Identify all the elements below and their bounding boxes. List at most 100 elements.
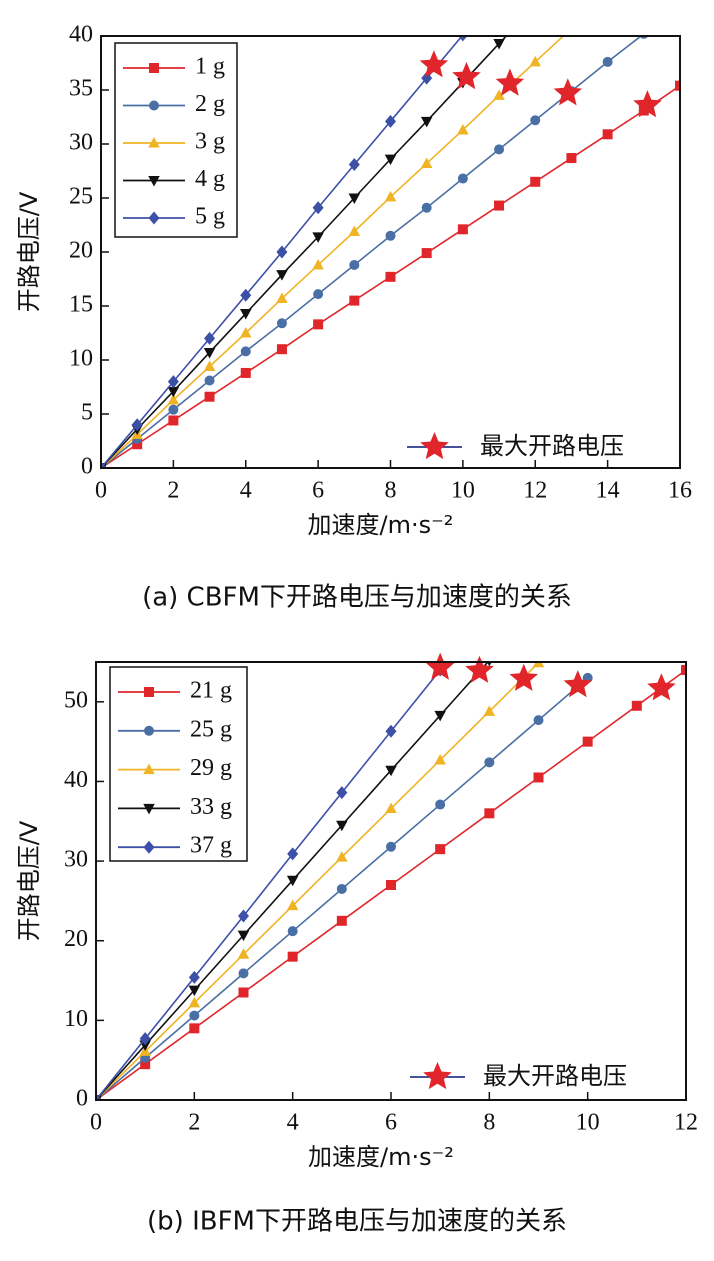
marker	[336, 851, 348, 862]
legend-label: 29 g	[190, 755, 232, 781]
marker	[566, 153, 577, 164]
marker	[420, 157, 433, 168]
legend-marker	[148, 137, 160, 148]
marker	[633, 90, 662, 118]
x-tick-label: 10	[451, 478, 475, 504]
x-tick-label: 16	[668, 478, 692, 504]
marker	[681, 664, 686, 675]
x-tick-label: 12	[674, 1110, 698, 1136]
marker	[452, 62, 481, 90]
marker	[385, 271, 396, 282]
x-tick-label: 12	[523, 478, 547, 504]
marker	[238, 968, 249, 979]
marker	[139, 1032, 151, 1046]
y-axis-label: 开路电压/V	[15, 191, 43, 312]
marker	[287, 926, 298, 937]
legend-marker	[143, 840, 155, 854]
legend-marker	[423, 1062, 452, 1090]
legend-label: 37 g	[190, 833, 232, 859]
y-tick-label: 5	[81, 400, 93, 426]
marker	[647, 673, 676, 701]
y-tick-label: 15	[69, 292, 93, 318]
marker	[602, 56, 613, 67]
y-tick-label: 30	[64, 847, 88, 873]
marker	[203, 347, 216, 359]
marker	[421, 71, 433, 85]
legend-label: 1 g	[195, 54, 225, 80]
marker	[385, 114, 396, 128]
marker	[96, 1093, 102, 1100]
marker	[336, 820, 348, 832]
marker	[240, 309, 252, 320]
marker	[240, 288, 252, 302]
marker	[553, 78, 583, 106]
marker	[434, 710, 446, 722]
y-axis-label: 开路电压/V	[15, 820, 43, 941]
marker	[425, 652, 455, 680]
marker	[639, 36, 649, 39]
marker	[189, 1023, 200, 1034]
marker	[167, 393, 180, 405]
marker	[287, 951, 298, 962]
marker	[286, 899, 299, 911]
legend-label: 最大开路电压	[483, 1062, 627, 1090]
marker	[530, 176, 541, 187]
x-tick-label: 0	[95, 478, 107, 504]
legend-label: 33 g	[190, 794, 232, 820]
y-tick-label: 35	[69, 76, 93, 102]
series-line	[101, 36, 565, 468]
marker	[494, 144, 505, 155]
x-tick-label: 6	[312, 478, 324, 504]
marker	[484, 757, 495, 768]
legend-label: 4 g	[195, 166, 225, 192]
marker	[385, 230, 396, 241]
series-line	[101, 36, 643, 468]
marker	[631, 700, 642, 711]
marker	[168, 404, 179, 415]
x-tick-label: 4	[240, 478, 252, 504]
x-tick-label: 2	[167, 478, 179, 504]
x-tick-label: 0	[90, 1110, 102, 1136]
marker	[276, 344, 287, 355]
series-line	[96, 662, 540, 1100]
x-tick-label: 4	[287, 1110, 299, 1136]
marker	[189, 1010, 200, 1021]
marker	[348, 193, 361, 204]
marker	[486, 662, 492, 667]
caption: (b) IBFM下开路电压与加速度的关系	[147, 1207, 567, 1237]
legend-marker	[144, 725, 154, 736]
marker	[168, 415, 179, 426]
legend-label: 3 g	[195, 129, 225, 155]
marker	[287, 847, 299, 861]
marker	[419, 50, 449, 78]
marker	[386, 841, 396, 852]
marker	[495, 68, 525, 96]
marker	[529, 55, 541, 67]
legend-marker	[143, 803, 155, 815]
marker	[240, 327, 252, 338]
y-tick-label: 30	[69, 130, 93, 156]
marker	[336, 883, 347, 894]
marker	[457, 173, 468, 184]
marker	[533, 715, 544, 726]
marker	[204, 391, 215, 402]
marker	[484, 808, 495, 819]
marker	[167, 386, 180, 398]
y-tick-label: 50	[64, 687, 88, 713]
marker	[675, 80, 680, 91]
legend-marker	[420, 432, 449, 460]
marker	[312, 232, 324, 243]
marker	[435, 799, 446, 810]
x-axis-label: 加速度/m·s⁻²	[308, 1143, 454, 1171]
legend-label: 25 g	[190, 716, 232, 742]
marker	[336, 915, 347, 926]
marker	[313, 319, 324, 330]
marker	[349, 259, 360, 270]
plot	[96, 662, 686, 1100]
legend-label: 21 g	[190, 678, 232, 704]
legend-marker	[149, 63, 159, 73]
legend-marker	[143, 763, 155, 775]
legend-label: 2 g	[195, 91, 225, 117]
y-tick-label: 10	[64, 1006, 88, 1032]
